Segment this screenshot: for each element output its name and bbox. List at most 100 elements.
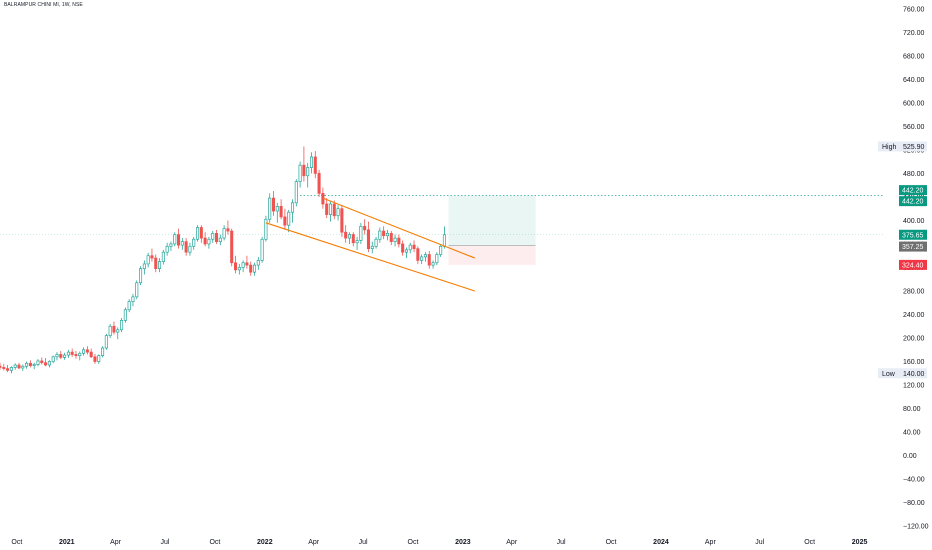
candle-body	[355, 240, 359, 244]
candle-body	[6, 368, 10, 371]
candle-body	[36, 360, 40, 365]
target-badge-2: 442.20	[902, 199, 924, 206]
x-tick-label: Oct	[804, 539, 815, 546]
candle-body	[252, 264, 257, 273]
y-tick-label: 160.00	[903, 359, 925, 366]
x-tick-label: 2024	[653, 539, 669, 546]
candle-body	[150, 255, 154, 259]
candle-body	[165, 245, 169, 253]
candle-body	[416, 248, 420, 261]
candle-body	[290, 202, 295, 213]
x-tick-label: Apr	[506, 539, 518, 546]
candle-body	[393, 237, 397, 242]
candle-body	[123, 309, 127, 321]
x-tick-label: Oct	[11, 539, 22, 546]
entry-badge: 357.25	[902, 244, 924, 251]
x-tick-label: Jul	[160, 539, 169, 546]
candle-body	[188, 245, 192, 253]
candle-body	[332, 203, 336, 217]
y-tick-label: 680.00	[903, 53, 925, 60]
candle-body	[317, 173, 321, 194]
candle-body	[74, 354, 78, 356]
candle-body	[279, 205, 283, 218]
target-badge-bg	[899, 185, 927, 196]
candle-body	[78, 352, 82, 356]
y-tick-label: 560.00	[903, 124, 925, 131]
y-tick-label: 280.00	[903, 288, 925, 295]
chart-title: BALRAMPUR CHINI MI, 1W, NSE	[4, 2, 83, 8]
high-badge-value: 525.90	[903, 144, 925, 151]
candle-body	[241, 262, 245, 268]
x-tick-label: Oct	[606, 539, 617, 546]
candle-body	[397, 237, 401, 245]
candle-body	[230, 230, 234, 264]
x-tick-label: 2021	[59, 539, 75, 546]
position-zones	[448, 195, 536, 265]
x-tick-label: Jul	[755, 539, 764, 546]
y-tick-label: 80.00	[903, 406, 921, 413]
candle-body	[306, 167, 310, 177]
target-badge-2-bg	[899, 196, 927, 207]
candle-body	[203, 237, 207, 245]
candle-body	[412, 244, 416, 250]
x-tick-label: 2025	[852, 539, 868, 546]
y-tick-label: 640.00	[903, 77, 925, 84]
candle-body	[340, 208, 344, 233]
candle-body	[66, 351, 70, 356]
candle-body	[336, 208, 340, 217]
candle-body	[359, 225, 363, 241]
candle-body	[442, 234, 446, 247]
candle-body	[131, 296, 135, 302]
low-badge-bg	[878, 368, 927, 379]
candle-body	[85, 349, 89, 353]
candle-body	[0, 365, 2, 368]
target-badge: 442.20	[902, 188, 924, 195]
candle-body	[112, 325, 116, 333]
candle-body	[55, 354, 59, 358]
y-tick-label: −120.00	[903, 524, 929, 531]
channel-lines	[265, 197, 476, 292]
candle-body	[245, 262, 249, 266]
x-tick-label: 2022	[257, 539, 273, 546]
low-badge-value: 140.00	[903, 371, 925, 378]
candle-body	[173, 234, 177, 245]
candle-body	[328, 203, 333, 215]
candle-body	[423, 254, 427, 258]
candle-body	[408, 244, 412, 251]
y-tick-label: −40.00	[903, 477, 925, 484]
candle-body	[378, 230, 382, 240]
candle-body	[431, 262, 435, 266]
candle-body	[271, 197, 276, 212]
target-zone	[448, 195, 536, 246]
candle-body	[366, 229, 370, 250]
candle-body	[207, 238, 211, 245]
candle-body	[211, 233, 215, 240]
candle-body	[192, 238, 196, 247]
candle-body	[256, 260, 260, 266]
candle-body	[82, 349, 86, 354]
channel-line	[322, 197, 476, 259]
candle-body	[9, 367, 13, 371]
channel-line	[265, 222, 476, 292]
candle-body	[44, 362, 48, 366]
candle-body	[104, 335, 108, 349]
candle-body	[196, 227, 200, 240]
y-tick-label: 40.00	[903, 430, 921, 437]
stop-zone	[448, 245, 536, 265]
x-tick-label: Jul	[359, 539, 368, 546]
candle-body	[59, 354, 63, 358]
y-tick-label: −80.00	[903, 500, 925, 507]
candle-body	[435, 254, 439, 264]
y-tick-label: 0.00	[903, 453, 917, 460]
candle-body	[146, 255, 150, 265]
x-tick-label: Oct	[408, 539, 419, 546]
candle-body	[142, 263, 146, 269]
candle-body	[374, 238, 378, 247]
y-tick-label: 720.00	[903, 30, 925, 37]
entry-badge-bg	[899, 241, 927, 252]
y-tick-label: 120.00	[903, 383, 925, 390]
x-tick-label: 2023	[455, 539, 471, 546]
candle-body	[28, 362, 32, 366]
candle-body	[161, 251, 165, 262]
